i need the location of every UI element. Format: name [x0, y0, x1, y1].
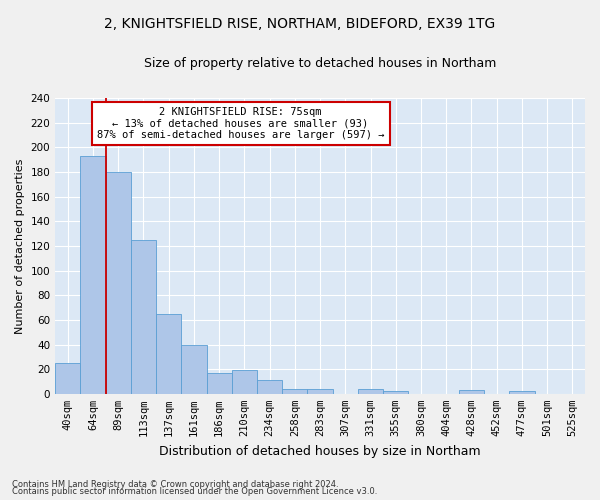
Bar	[80, 156, 106, 394]
Bar	[131, 240, 156, 394]
Bar	[307, 389, 332, 394]
Text: Contains HM Land Registry data © Crown copyright and database right 2024.: Contains HM Land Registry data © Crown c…	[12, 480, 338, 489]
Text: 2 KNIGHTSFIELD RISE: 75sqm
← 13% of detached houses are smaller (93)
87% of semi: 2 KNIGHTSFIELD RISE: 75sqm ← 13% of deta…	[97, 107, 385, 140]
Bar	[156, 314, 181, 394]
Bar	[459, 390, 484, 394]
Text: Contains public sector information licensed under the Open Government Licence v3: Contains public sector information licen…	[12, 487, 377, 496]
Bar	[509, 392, 535, 394]
Bar	[232, 370, 257, 394]
Bar	[55, 363, 80, 394]
Bar	[106, 172, 131, 394]
Bar	[358, 389, 383, 394]
Bar	[206, 373, 232, 394]
Bar	[282, 389, 307, 394]
Bar	[383, 392, 409, 394]
Y-axis label: Number of detached properties: Number of detached properties	[15, 158, 25, 334]
Text: 2, KNIGHTSFIELD RISE, NORTHAM, BIDEFORD, EX39 1TG: 2, KNIGHTSFIELD RISE, NORTHAM, BIDEFORD,…	[104, 18, 496, 32]
X-axis label: Distribution of detached houses by size in Northam: Distribution of detached houses by size …	[159, 444, 481, 458]
Title: Size of property relative to detached houses in Northam: Size of property relative to detached ho…	[144, 58, 496, 70]
Bar	[257, 380, 282, 394]
Bar	[181, 344, 206, 394]
